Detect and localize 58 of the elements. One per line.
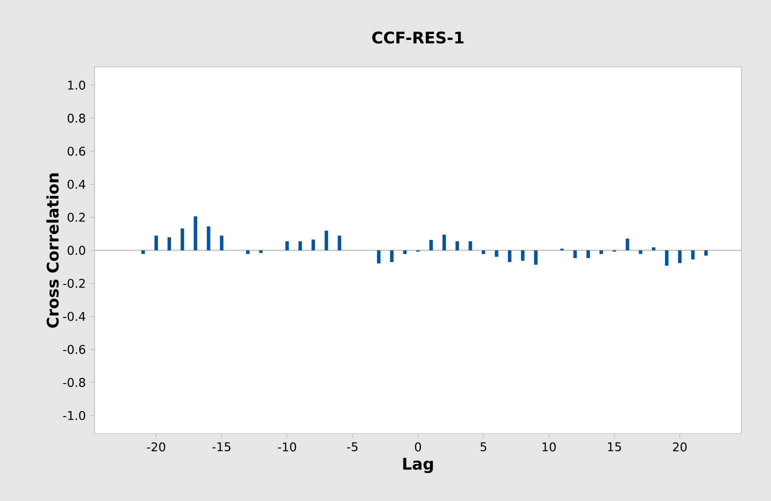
y-tick-label: 0.0 [68,246,86,255]
bar [442,234,446,250]
bar [246,250,250,254]
bar [494,250,498,257]
y-tick-label: -0.8 [63,378,86,387]
bar [586,250,590,258]
bar [626,238,630,250]
bar [678,250,682,264]
y-tick-label: 1.0 [68,80,86,90]
x-tick-label: -10 [278,442,296,452]
bar [456,241,460,250]
x-tick-label: 15 [608,442,621,452]
bar [206,226,210,250]
x-tick-label: 20 [673,442,687,452]
x-axis-title: Lag [403,458,433,474]
bar [691,250,695,260]
y-tick-label: -0.2 [63,278,85,288]
x-tick-label: -20 [146,442,166,452]
bar [141,250,145,254]
bar [664,250,668,266]
bar [324,230,328,250]
x-tick-label: 5 [480,442,486,452]
bar [652,247,656,250]
bar [600,250,604,254]
bar [168,237,172,250]
bar [468,241,472,250]
bar [285,241,289,250]
y-axis-title: Cross Correlation [46,173,59,328]
bar [429,240,433,250]
bar [194,216,198,250]
y-tick-label: 0.8 [68,114,86,123]
y-tick-label: 0.2 [68,212,85,222]
bar [403,250,407,254]
bar [520,250,524,261]
x-tick-label: 0 [414,442,422,452]
bar [534,250,538,265]
bar [638,250,642,254]
bar [482,250,486,254]
x-tick-label: -5 [347,442,358,452]
bar [376,250,380,264]
x-tick-label: -15 [212,442,230,452]
y-tick-label: 0.4 [68,180,86,189]
y-tick-label: -0.6 [63,344,86,354]
bar [338,236,342,250]
chart-title: CCF-RES-1 [372,32,464,44]
bar [259,250,263,253]
bar [508,250,512,262]
bar [312,240,316,250]
bar [180,228,184,250]
bar [298,241,302,250]
y-tick-label: -0.4 [63,312,86,321]
y-tick-label: -1.0 [63,410,86,420]
y-tick-label: 0.6 [68,146,86,156]
x-tick-label: 10 [542,442,556,452]
bar [390,250,394,262]
bar [573,250,577,258]
bar [220,236,224,250]
bar [154,236,158,250]
